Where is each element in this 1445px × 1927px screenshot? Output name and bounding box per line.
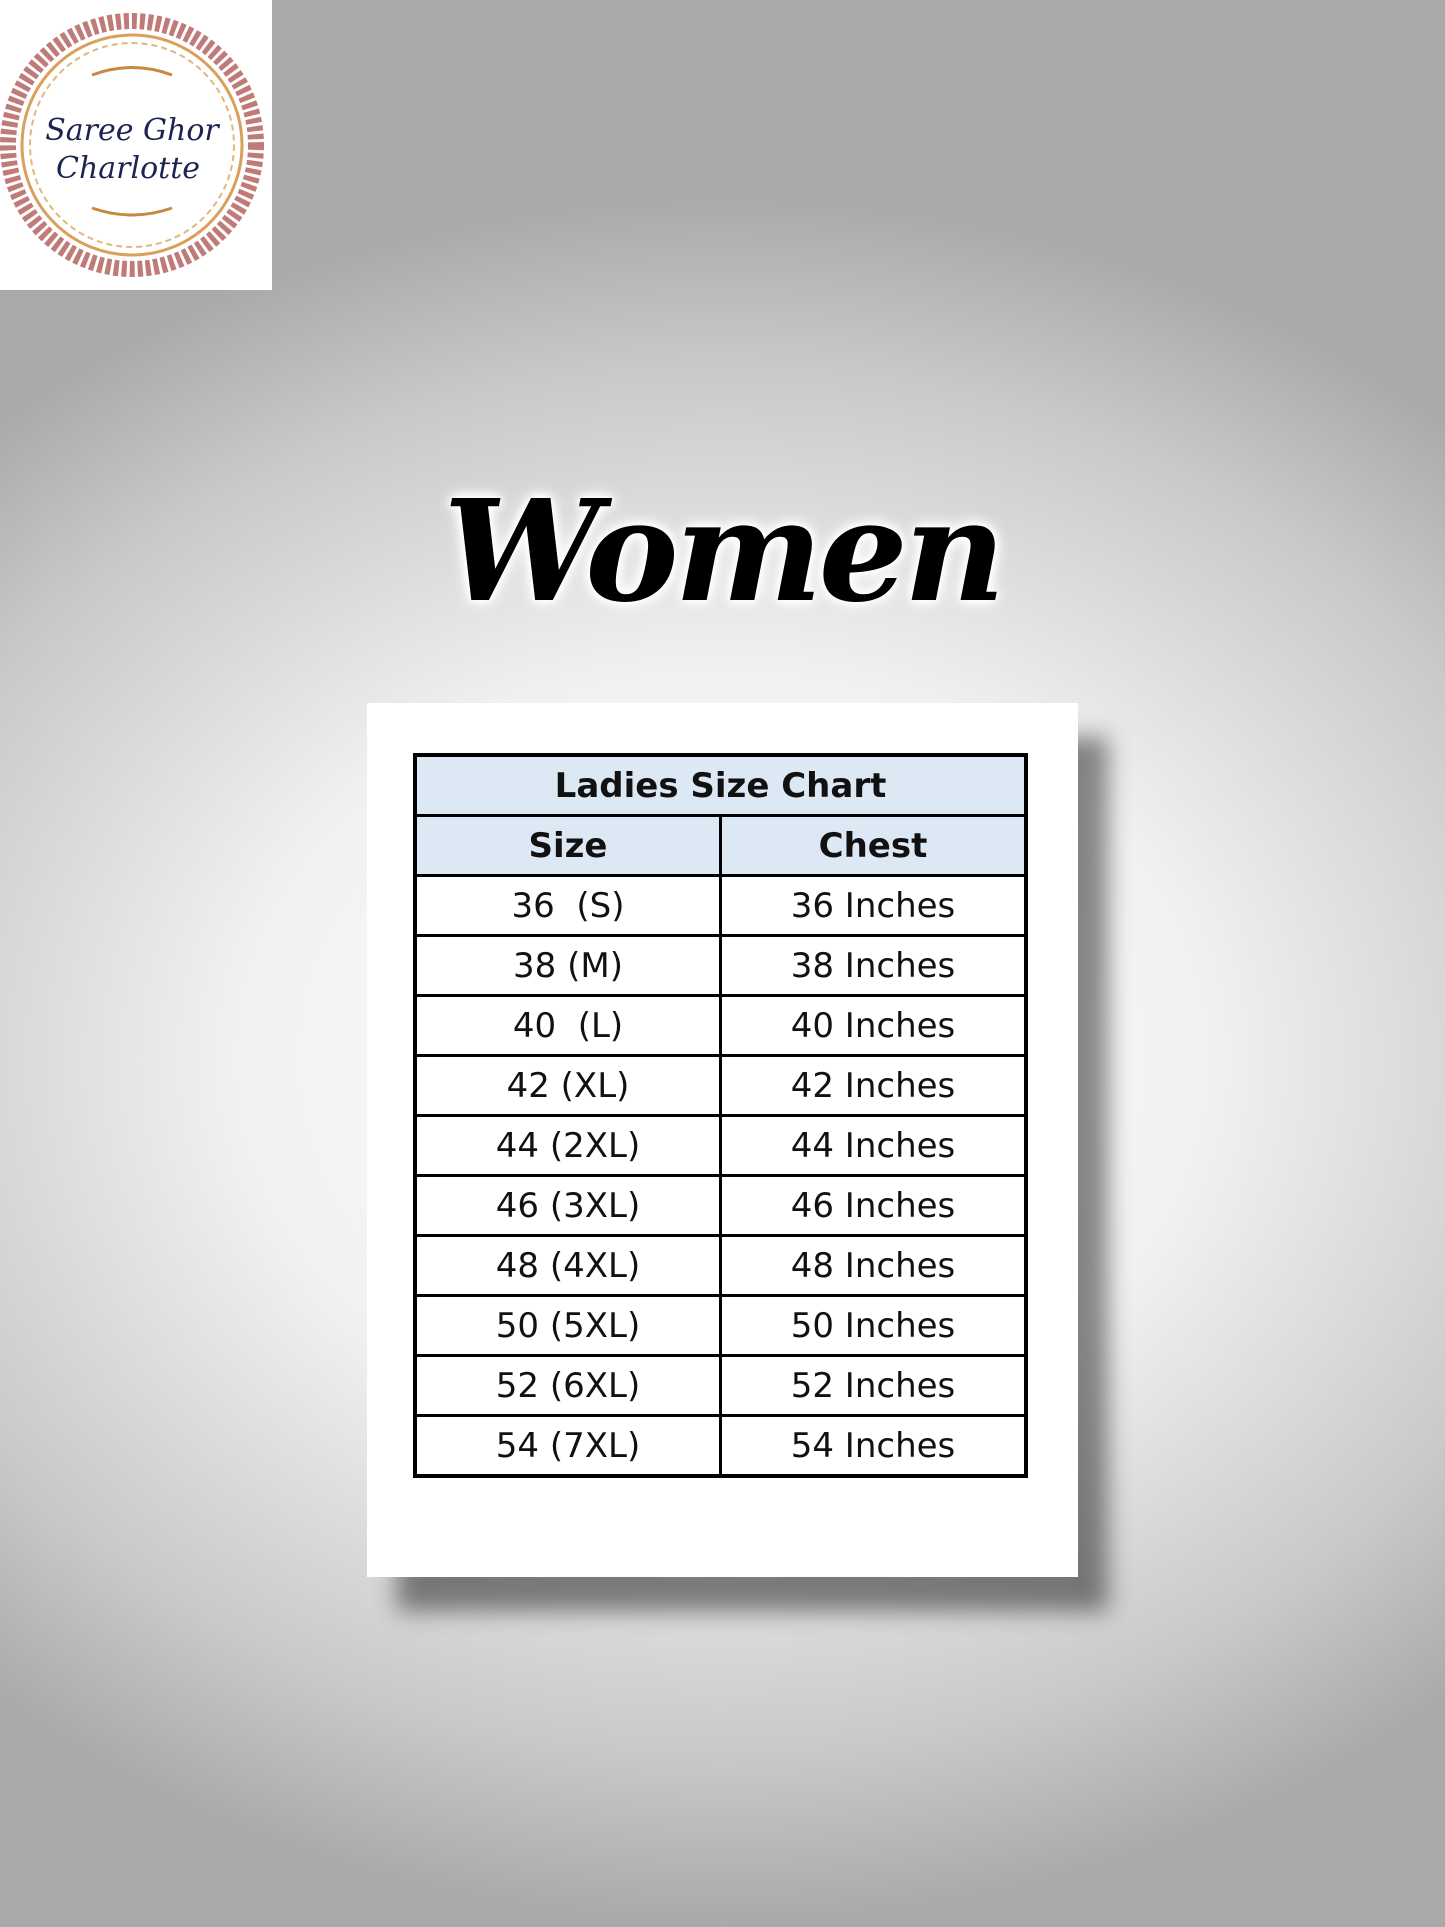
chest-cell: 50 Inches — [719, 1294, 1028, 1357]
size-cell: 52 (6XL) — [413, 1354, 722, 1417]
size-cell: 42 (XL) — [413, 1054, 722, 1117]
chest-cell: 48 Inches — [719, 1234, 1028, 1297]
table-row: 52 (6XL) 52 Inches — [413, 1354, 1028, 1417]
chest-cell: 40 Inches — [719, 994, 1028, 1057]
logo-text-line2: Charlotte — [56, 151, 200, 186]
logo-text-line1: Saree Ghor — [45, 113, 220, 148]
table-row: 54 (7XL) 54 Inches — [413, 1414, 1028, 1478]
brand-logo: Saree Ghor Charlotte — [0, 0, 272, 290]
chest-cell: 42 Inches — [719, 1054, 1028, 1117]
size-chart-card: Ladies Size Chart Size Chest 36 (S) 36 In… — [367, 703, 1078, 1577]
size-cell: 48 (4XL) — [413, 1234, 722, 1297]
size-cell: 54 (7XL) — [413, 1414, 722, 1478]
size-cell: 44 (2XL) — [413, 1114, 722, 1177]
chest-cell: 46 Inches — [719, 1174, 1028, 1237]
table-row: 40 (L) 40 Inches — [413, 994, 1028, 1057]
column-header-size: Size — [413, 814, 722, 877]
chest-cell: 38 Inches — [719, 934, 1028, 997]
size-cell: 46 (3XL) — [413, 1174, 722, 1237]
chest-cell: 44 Inches — [719, 1114, 1028, 1177]
size-cell: 36 (S) — [413, 874, 722, 937]
table-caption: Ladies Size Chart — [413, 753, 1028, 817]
table-row: 44 (2XL) 44 Inches — [413, 1114, 1028, 1177]
table-row: 38 (M) 38 Inches — [413, 934, 1028, 997]
table-row: 48 (4XL) 48 Inches — [413, 1234, 1028, 1297]
table-row: 36 (S) 36 Inches — [413, 874, 1028, 937]
size-cell: 50 (5XL) — [413, 1294, 722, 1357]
size-chart-table: Ladies Size Chart Size Chest 36 (S) 36 In… — [413, 753, 1028, 1478]
chest-cell: 36 Inches — [719, 874, 1028, 937]
page-title: Women — [443, 470, 1005, 634]
chest-cell: 52 Inches — [719, 1354, 1028, 1417]
size-cell: 38 (M) — [413, 934, 722, 997]
table-row: 46 (3XL) 46 Inches — [413, 1174, 1028, 1237]
chest-cell: 54 Inches — [719, 1414, 1028, 1478]
column-header-chest: Chest — [719, 814, 1028, 877]
table-row: 42 (XL) 42 Inches — [413, 1054, 1028, 1117]
size-cell: 40 (L) — [413, 994, 722, 1057]
table-row: 50 (5XL) 50 Inches — [413, 1294, 1028, 1357]
